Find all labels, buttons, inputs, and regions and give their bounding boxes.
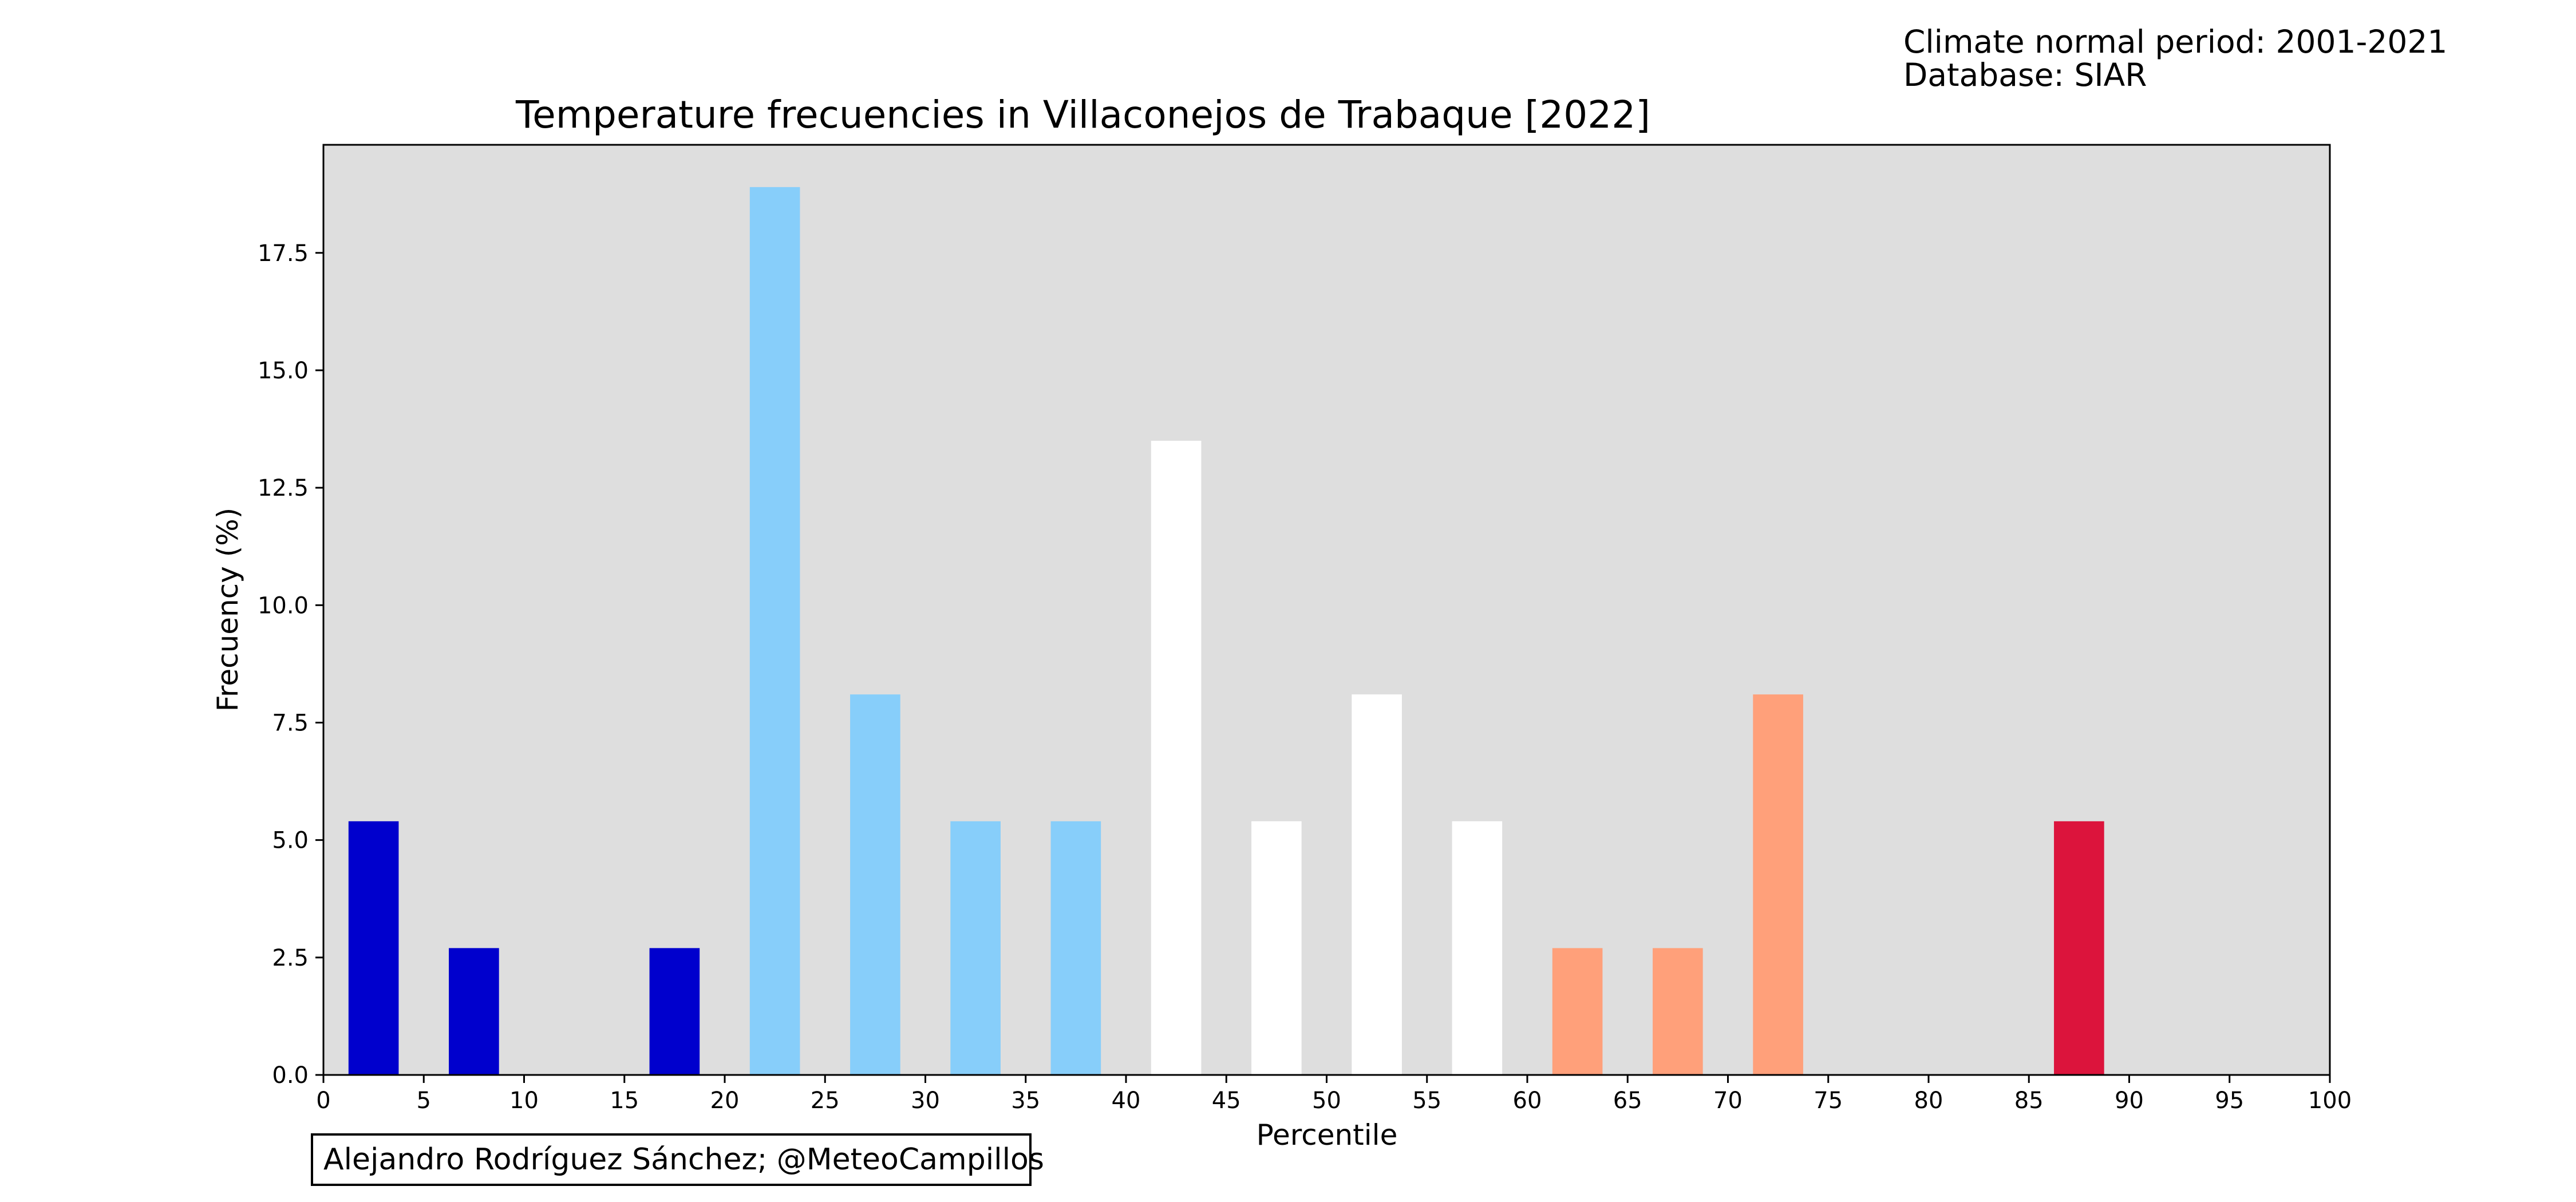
x-axis-label: Percentile [1257, 1118, 1398, 1152]
y-tick-label: 5.0 [272, 828, 309, 854]
credit-box [311, 1133, 1032, 1186]
credit-text: Alejandro Rodríguez Sánchez; @MeteoCampi… [323, 1142, 1044, 1177]
bar-1 [449, 948, 499, 1075]
x-tick-label: 35 [1011, 1088, 1040, 1114]
database-note: Database: SIAR [1903, 57, 2147, 93]
x-tick-label: 85 [2014, 1088, 2044, 1114]
bar-8 [1251, 821, 1302, 1075]
x-tick-label: 15 [610, 1088, 639, 1114]
x-tick-label: 45 [1212, 1088, 1241, 1114]
bars-layer [348, 187, 2104, 1076]
bar-12 [1653, 948, 1703, 1075]
x-tick-label: 20 [710, 1088, 740, 1114]
y-tick-label: 10.0 [258, 592, 309, 619]
x-tick-label: 40 [1112, 1088, 1141, 1114]
y-tick-label: 7.5 [272, 710, 309, 736]
bar-2 [649, 948, 700, 1075]
y-tick-label: 12.5 [258, 475, 309, 501]
bar-5 [950, 821, 1001, 1075]
bar-7 [1151, 441, 1202, 1076]
bar-14 [2054, 821, 2104, 1075]
bar-6 [1050, 821, 1101, 1075]
x-tick-label: 100 [2308, 1088, 2352, 1114]
climate-period-note: Climate normal period: 2001-2021 [1903, 23, 2447, 60]
x-tick-label: 65 [1613, 1088, 1642, 1114]
y-tick-label: 17.5 [258, 240, 309, 267]
x-tick-label: 80 [1914, 1088, 1943, 1114]
x-tick-label: 10 [509, 1088, 539, 1114]
x-tick-label: 25 [811, 1088, 840, 1114]
x-tick-label: 70 [1713, 1088, 1743, 1114]
y-axis-label: Frecuency (%) [211, 508, 244, 711]
y-tick-label: 0.0 [272, 1062, 309, 1089]
x-tick-label: 0 [316, 1088, 330, 1114]
chart-title: Temperature frecuencies in Villaconejos … [515, 93, 1650, 137]
bar-13 [1753, 694, 1803, 1075]
x-axis-ticks: 0 5 10 15 20 25 30 35 40 45 50 55 60 65 70 75 80 85 90 95 10… [316, 1075, 2352, 1114]
x-tick-label: 90 [2115, 1088, 2144, 1114]
y-tick-label: 15.0 [258, 358, 309, 384]
x-tick-label: 60 [1513, 1088, 1542, 1114]
bar-3 [749, 187, 800, 1075]
bar-10 [1452, 821, 1503, 1075]
x-tick-label: 50 [1312, 1088, 1341, 1114]
x-tick-label: 5 [417, 1088, 431, 1114]
bar-0 [348, 821, 399, 1075]
x-tick-label: 95 [2215, 1088, 2244, 1114]
x-tick-label: 55 [1412, 1088, 1441, 1114]
plot-area [323, 145, 2330, 1075]
x-tick-label: 30 [911, 1088, 940, 1114]
bar-9 [1352, 694, 1402, 1075]
bar-4 [850, 694, 900, 1075]
plot-frame [322, 144, 2331, 1076]
x-tick-label: 75 [1814, 1088, 1843, 1114]
y-axis-ticks: 0.0 2.5 5.0 7.5 10.0 12.5 15.0 17.5 [258, 240, 323, 1089]
y-tick-label: 2.5 [272, 945, 309, 971]
bar-11 [1552, 948, 1603, 1075]
